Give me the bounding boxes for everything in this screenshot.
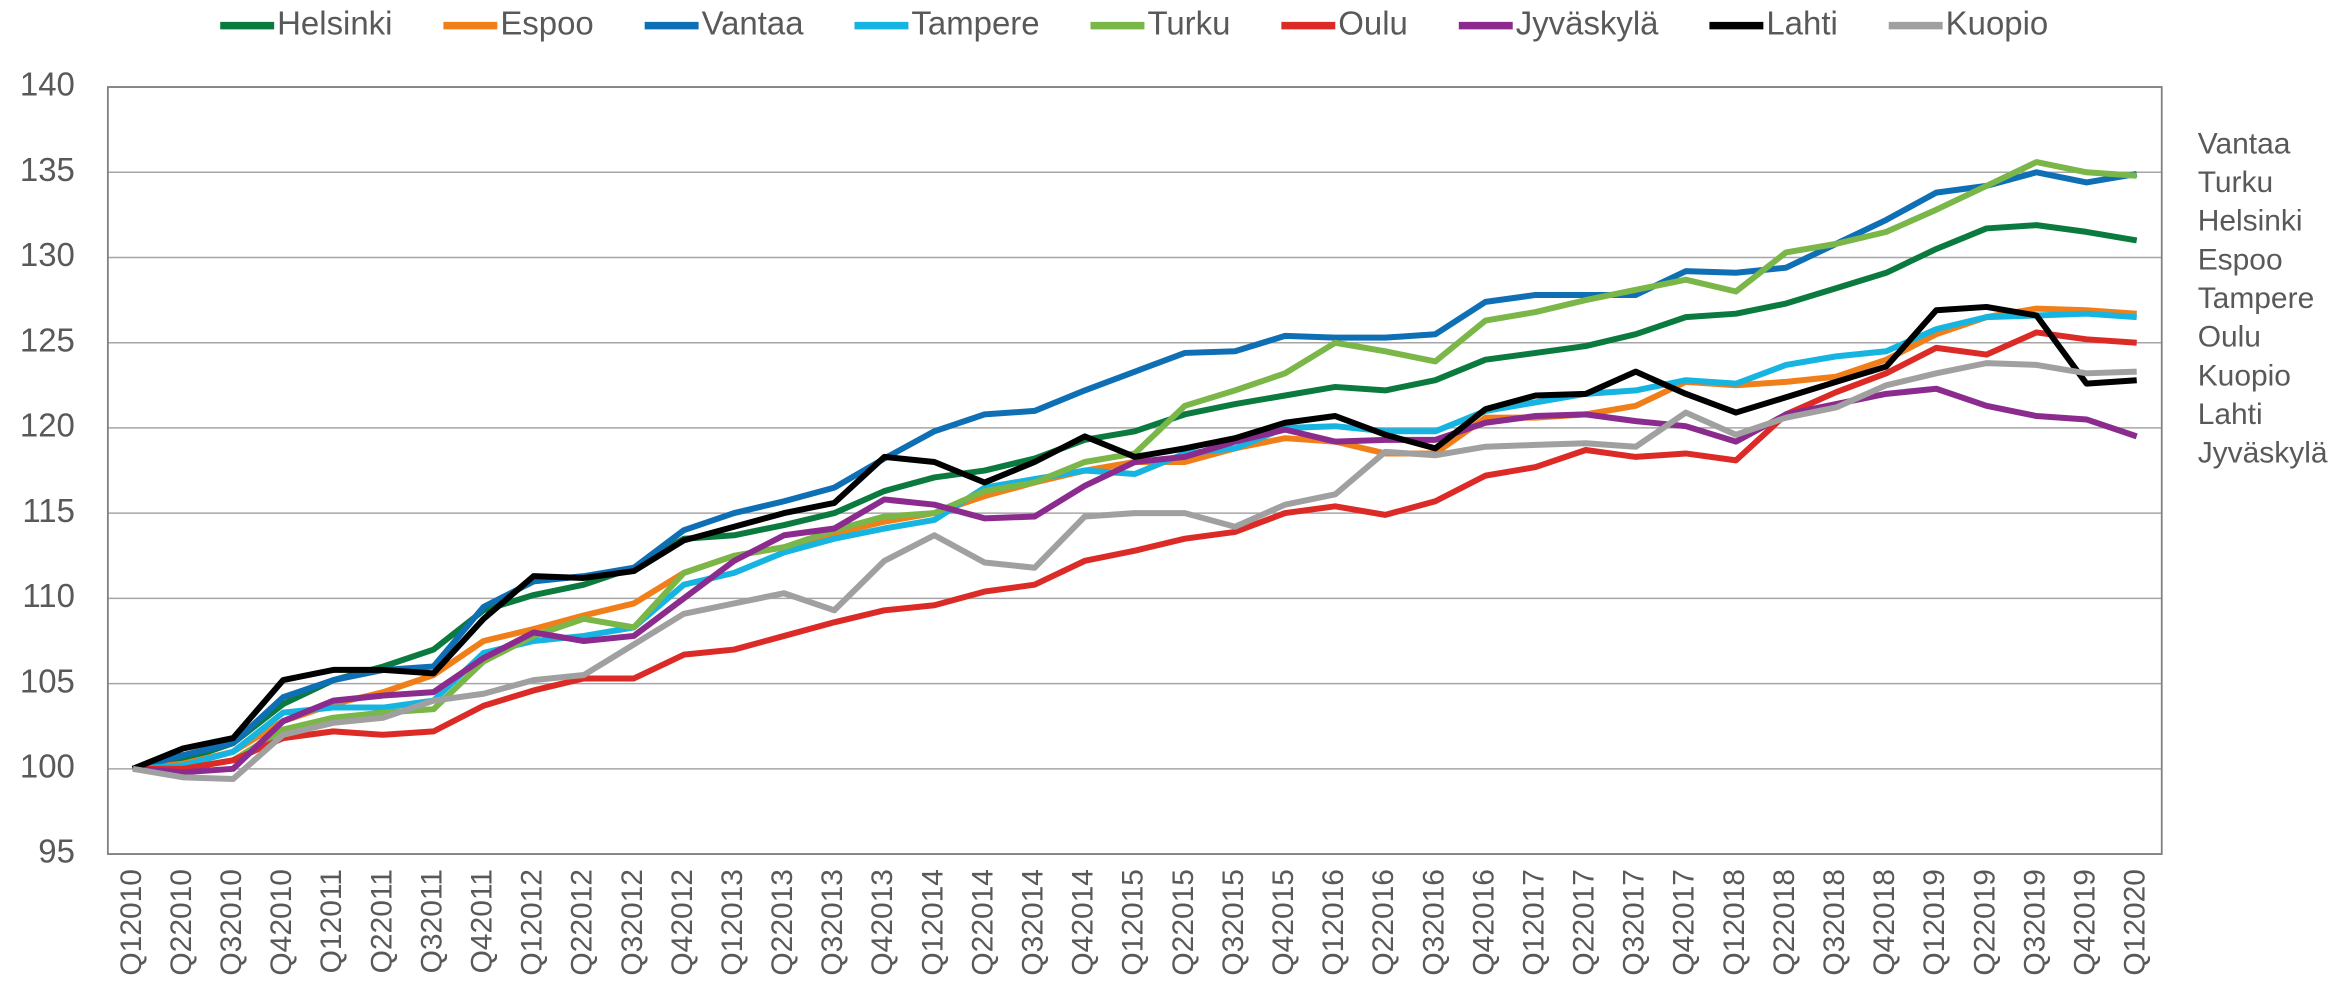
legend-item: Jyväskylä (1458, 4, 1659, 41)
x-tick-label: Q42015 (1267, 869, 1300, 976)
y-tick-label: 125 (20, 321, 75, 358)
end-label: Kuopio (2198, 359, 2291, 392)
x-tick-label: Q32017 (1618, 869, 1651, 976)
y-tick-label: 105 (20, 662, 75, 699)
end-label: Tampere (2198, 282, 2315, 315)
x-tick-label: Q32015 (1217, 869, 1250, 976)
x-tick-label: Q32012 (616, 869, 649, 976)
legend-label: Oulu (1338, 4, 1408, 41)
x-tick-label: Q42010 (265, 869, 298, 976)
legend-label: Jyväskylä (1516, 4, 1659, 41)
y-tick-label: 115 (22, 492, 75, 529)
plot-border (106, 86, 2163, 855)
end-label: Turku (2198, 166, 2273, 199)
x-tick-label: Q22010 (165, 869, 198, 976)
legend-label: Lahti (1766, 4, 1837, 41)
legend-item: Lahti (1709, 4, 1838, 41)
x-tick-label: Q42016 (1467, 869, 1500, 976)
series-line (132, 159, 2137, 772)
x-tick-label: Q32011 (415, 869, 448, 973)
x-tick-label: Q42018 (1868, 869, 1901, 976)
x-tick-label: Q42019 (2069, 869, 2102, 976)
x-tick-label: Q42014 (1067, 869, 1100, 976)
end-label: Oulu (2198, 321, 2261, 354)
legend-item: Turku (1090, 4, 1230, 41)
y-tick-label: 140 (20, 66, 75, 103)
legend-label: Kuopio (1946, 4, 2049, 41)
legend-item: Tampere (854, 4, 1040, 41)
x-tick-label: Q22019 (1968, 869, 2001, 976)
series-line (132, 222, 2138, 772)
legend-label: Espoo (500, 4, 593, 41)
y-tick-label: 110 (22, 577, 75, 614)
x-tick-label: Q12018 (1718, 869, 1751, 976)
x-tick-label: Q22015 (1167, 869, 1200, 976)
end-label: Espoo (2198, 243, 2283, 276)
x-tick-label: Q42013 (866, 869, 899, 976)
x-tick-label: Q32016 (1417, 869, 1450, 976)
x-tick-label: Q22011 (365, 869, 398, 973)
series-line (132, 329, 2137, 772)
end-label: Lahti (2198, 398, 2263, 431)
x-tick-label: Q12013 (716, 869, 749, 976)
legend-item: Kuopio (1888, 4, 2049, 41)
x-tick-label: Q22018 (1768, 869, 1801, 976)
end-label: Helsinki (2198, 205, 2303, 238)
end-label: Jyväskylä (2198, 437, 2328, 470)
legend-item: Vantaa (644, 4, 805, 41)
series-line (131, 303, 2137, 772)
x-tick-label: Q32013 (816, 869, 849, 976)
x-tick-label: Q12020 (2119, 869, 2152, 976)
x-tick-label: Q12017 (1517, 869, 1550, 976)
legend-item: Helsinki (220, 4, 392, 41)
x-tick-label: Q12016 (1317, 869, 1350, 976)
x-tick-label: Q12019 (1918, 869, 1951, 976)
y-tick-label: 100 (20, 748, 75, 785)
y-tick-label: 95 (38, 833, 75, 870)
x-tick-label: Q22016 (1367, 869, 1400, 976)
x-tick-label: Q22013 (766, 869, 799, 976)
legend-label: Helsinki (277, 4, 392, 41)
x-tick-label: Q12011 (315, 869, 348, 973)
legend-label: Turku (1147, 4, 1230, 41)
end-label: Vantaa (2198, 127, 2291, 160)
series-line (132, 169, 2138, 772)
series-line (132, 385, 2138, 776)
x-tick-label: Q12014 (916, 869, 949, 976)
legend-label: Tampere (911, 4, 1039, 41)
series-line (132, 360, 2137, 782)
x-tick-label: Q42012 (666, 869, 699, 976)
x-tick-label: Q12012 (516, 869, 549, 976)
y-tick-label: 135 (20, 151, 75, 188)
legend-item: Oulu (1281, 4, 1408, 41)
x-tick-label: Q32018 (1818, 869, 1851, 976)
x-tick-label: Q32010 (215, 869, 248, 976)
y-tick-label: 120 (20, 407, 75, 444)
x-tick-label: Q42011 (465, 869, 498, 973)
y-tick-label: 130 (20, 236, 75, 273)
x-tick-label: Q22017 (1568, 869, 1601, 976)
x-tick-label: Q32019 (2018, 869, 2051, 976)
x-tick-label: Q42017 (1668, 869, 1701, 976)
x-tick-label: Q12010 (115, 869, 148, 976)
x-tick-label: Q22014 (966, 869, 999, 976)
legend-label: Vantaa (702, 4, 805, 41)
x-tick-label: Q22012 (566, 869, 599, 976)
x-tick-label: Q12015 (1117, 869, 1150, 976)
legend-item: Espoo (443, 4, 594, 41)
x-tick-label: Q32014 (1017, 869, 1050, 976)
